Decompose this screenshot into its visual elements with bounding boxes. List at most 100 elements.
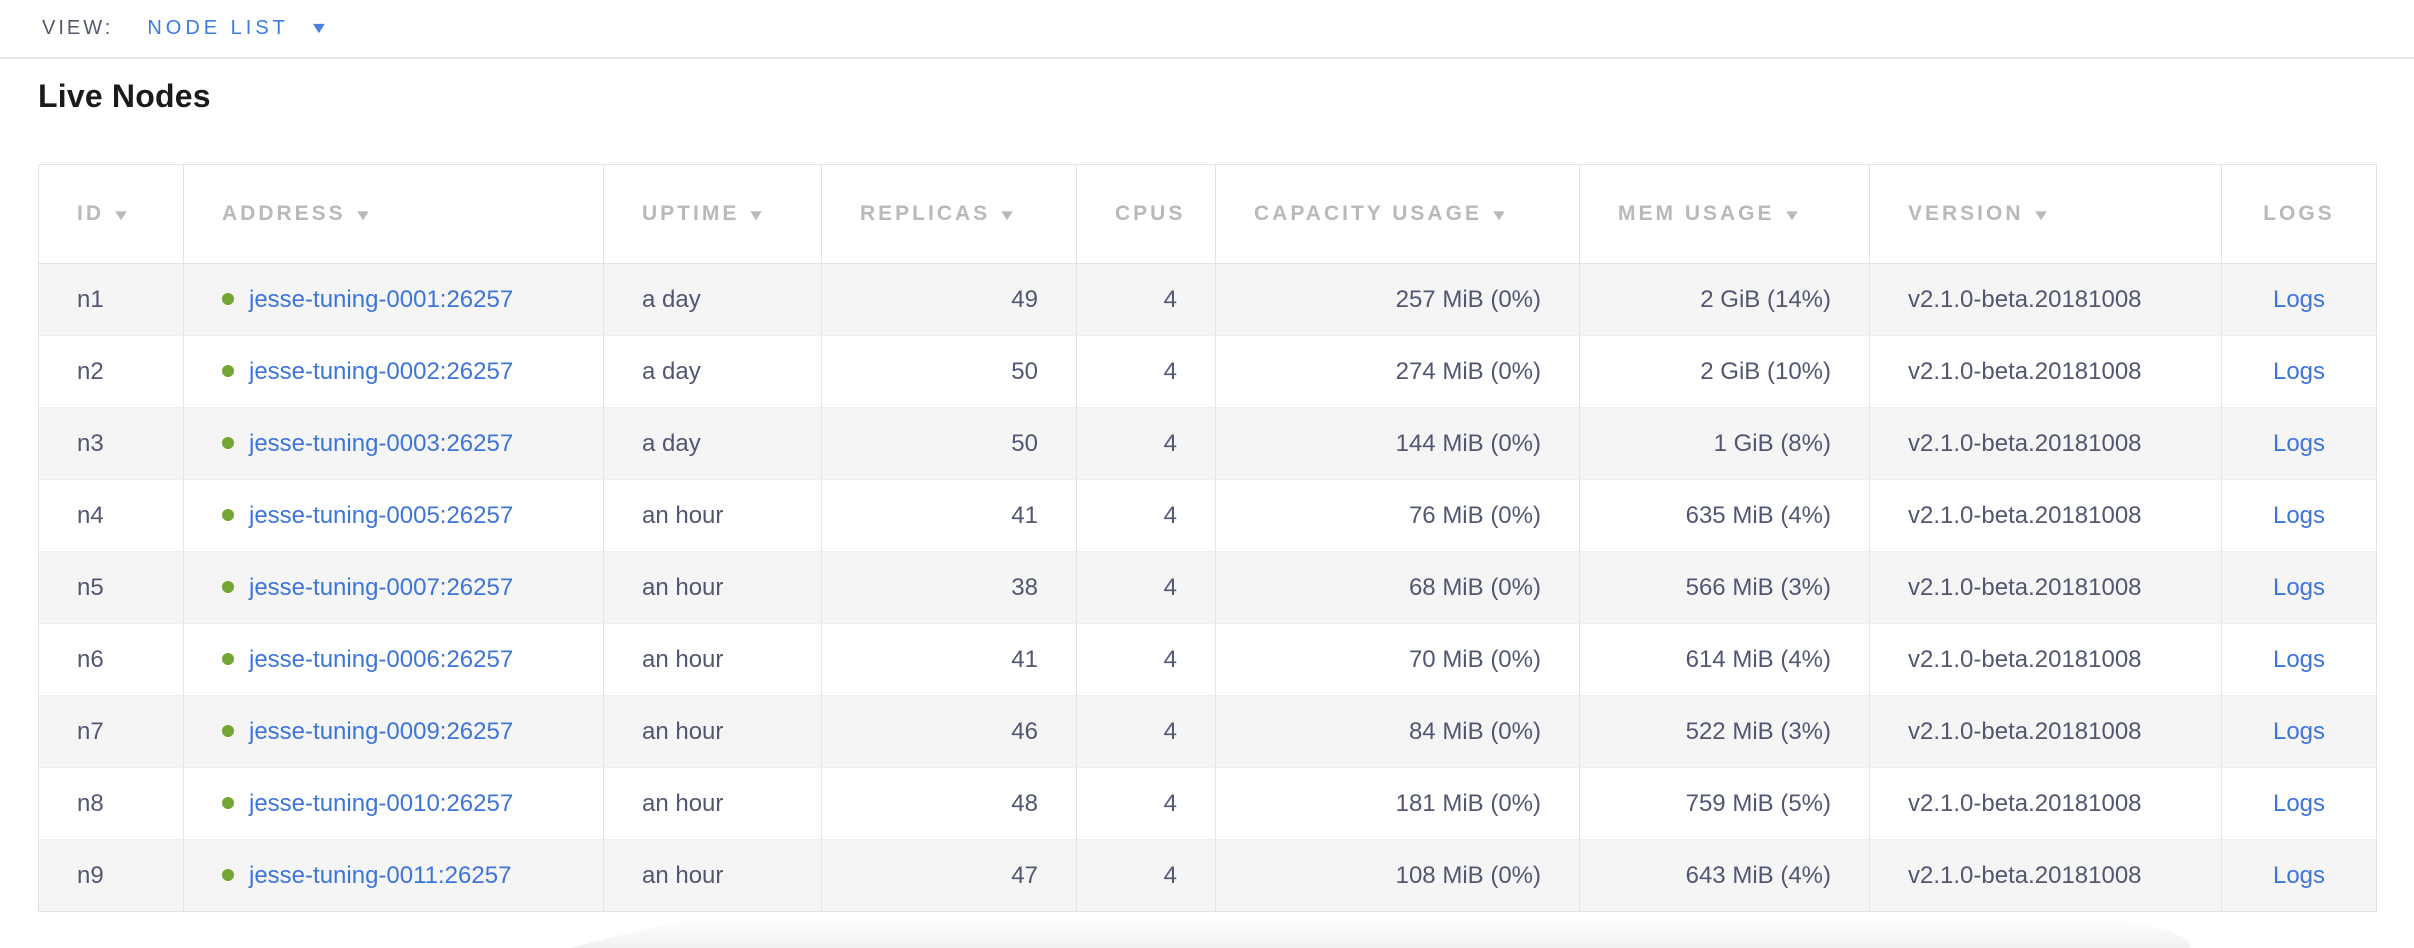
- table-row: n7 jesse-tuning-0009:26257 an hour 46 4 84 Mi…: [38, 695, 2377, 768]
- id-cell: n9: [38, 839, 184, 912]
- logs-cell: Logs: [2221, 839, 2377, 912]
- node-address-link[interactable]: jesse-tuning-0006:26257: [249, 645, 514, 673]
- uptime-cell: a day: [603, 263, 822, 336]
- node-address-link[interactable]: jesse-tuning-0001:26257: [249, 285, 514, 313]
- column-header-cpus: CPUS: [1076, 164, 1216, 264]
- logs-cell: Logs: [2221, 407, 2377, 480]
- logs-link[interactable]: Logs: [2272, 429, 2326, 457]
- replicas-cell: 41: [821, 623, 1077, 696]
- logs-cell: Logs: [2221, 767, 2377, 840]
- replicas-cell: 38: [821, 551, 1077, 624]
- mem-cell: 635 MiB (4%): [1579, 479, 1870, 552]
- table-row: n6 jesse-tuning-0006:26257 an hour 41 4 70 Mi…: [38, 623, 2377, 696]
- logs-link[interactable]: Logs: [2272, 645, 2326, 673]
- uptime-cell: an hour: [603, 839, 822, 912]
- node-address-link[interactable]: jesse-tuning-0003:26257: [249, 429, 514, 457]
- page-title: Live Nodes: [38, 78, 211, 114]
- version-cell: v2.1.0-beta.20181008: [1869, 407, 2222, 480]
- node-address-link[interactable]: jesse-tuning-0010:26257: [249, 789, 514, 817]
- column-header-address[interactable]: ADDRESS ▼: [183, 164, 604, 264]
- column-header-id[interactable]: ID ▼: [38, 164, 184, 264]
- bottom-shadow: [570, 918, 2190, 948]
- address-cell: jesse-tuning-0001:26257: [183, 263, 604, 336]
- uptime-cell: a day: [603, 335, 822, 408]
- logs-link[interactable]: Logs: [2272, 285, 2326, 313]
- replicas-cell: 50: [821, 407, 1077, 480]
- mem-cell: 759 MiB (5%): [1579, 767, 1870, 840]
- cpus-cell: 4: [1076, 767, 1216, 840]
- cpus-cell: 4: [1076, 551, 1216, 624]
- version-cell: v2.1.0-beta.20181008: [1869, 767, 2222, 840]
- node-live-status-icon: [222, 508, 234, 521]
- node-address-link[interactable]: jesse-tuning-0009:26257: [249, 717, 514, 745]
- replicas-cell: 49: [821, 263, 1077, 336]
- address-cell: jesse-tuning-0003:26257: [183, 407, 604, 480]
- column-header-label: CPUS: [1115, 202, 1186, 225]
- column-header-label: CAPACITY USAGE: [1254, 202, 1482, 225]
- node-live-status-icon: [222, 292, 234, 305]
- cpus-cell: 4: [1076, 479, 1216, 552]
- sort-caret-icon: ▼: [111, 207, 135, 224]
- node-live-status-icon: [222, 652, 234, 665]
- sort-caret-icon: ▼: [2030, 207, 2055, 224]
- node-address-link[interactable]: jesse-tuning-0011:26257: [249, 861, 512, 889]
- sort-caret-icon: ▼: [1489, 207, 1513, 224]
- column-header-label: VERSION: [1908, 202, 2024, 225]
- column-header-mem[interactable]: MEM USAGE ▼: [1579, 164, 1870, 264]
- version-cell: v2.1.0-beta.20181008: [1869, 551, 2222, 624]
- logs-link[interactable]: Logs: [2272, 861, 2326, 889]
- logs-link[interactable]: Logs: [2272, 717, 2326, 745]
- capacity-cell: 84 MiB (0%): [1215, 695, 1580, 768]
- capacity-cell: 76 MiB (0%): [1215, 479, 1580, 552]
- cpus-cell: 4: [1076, 335, 1216, 408]
- id-cell: n4: [38, 479, 184, 552]
- table-row: n9 jesse-tuning-0011:26257 an hour 47 4 108 M…: [38, 839, 2377, 912]
- table-row: n2 jesse-tuning-0002:26257 a day 50 4 274 MiB…: [38, 335, 2377, 408]
- address-cell: jesse-tuning-0006:26257: [183, 623, 604, 696]
- column-header-logs: LOGS: [2221, 164, 2377, 264]
- id-cell: n5: [38, 551, 184, 624]
- cpus-cell: 4: [1076, 623, 1216, 696]
- logs-link[interactable]: Logs: [2272, 573, 2326, 601]
- column-header-label: ID: [77, 202, 104, 225]
- version-cell: v2.1.0-beta.20181008: [1869, 839, 2222, 912]
- node-live-status-icon: [222, 580, 234, 593]
- mem-cell: 2 GiB (14%): [1579, 263, 1870, 336]
- view-bar: VIEW: NODE LIST ▼: [0, 0, 2414, 59]
- mem-cell: 643 MiB (4%): [1579, 839, 1870, 912]
- table-row: n8 jesse-tuning-0010:26257 an hour 48 4 181 M…: [38, 767, 2377, 840]
- table-row: n3 jesse-tuning-0003:26257 a day 50 4 144 MiB…: [38, 407, 2377, 480]
- column-header-uptime[interactable]: UPTIME ▼: [603, 164, 822, 264]
- view-mode-selected-value: NODE LIST: [147, 17, 289, 39]
- cpus-cell: 4: [1076, 839, 1216, 912]
- capacity-cell: 181 MiB (0%): [1215, 767, 1580, 840]
- uptime-cell: an hour: [603, 695, 822, 768]
- address-cell: jesse-tuning-0005:26257: [183, 479, 604, 552]
- capacity-cell: 70 MiB (0%): [1215, 623, 1580, 696]
- id-cell: n8: [38, 767, 184, 840]
- column-header-replicas[interactable]: REPLICAS ▼: [821, 164, 1077, 264]
- live-nodes-table: ID ▼ ADDRESS ▼ UPTIME ▼ REPLICAS ▼ CPUS CAPACITY …: [38, 164, 2377, 912]
- node-address-link[interactable]: jesse-tuning-0005:26257: [249, 501, 514, 529]
- logs-link[interactable]: Logs: [2272, 789, 2326, 817]
- mem-cell: 1 GiB (8%): [1579, 407, 1870, 480]
- cpus-cell: 4: [1076, 263, 1216, 336]
- node-address-link[interactable]: jesse-tuning-0007:26257: [249, 573, 514, 601]
- mem-cell: 2 GiB (10%): [1579, 335, 1870, 408]
- mem-cell: 522 MiB (3%): [1579, 695, 1870, 768]
- sort-caret-icon: ▼: [1781, 207, 1806, 224]
- logs-link[interactable]: Logs: [2272, 501, 2326, 529]
- view-mode-selector[interactable]: NODE LIST ▼: [147, 17, 328, 40]
- logs-link[interactable]: Logs: [2272, 357, 2326, 385]
- replicas-cell: 48: [821, 767, 1077, 840]
- live-nodes-table-container: ID ▼ ADDRESS ▼ UPTIME ▼ REPLICAS ▼ CPUS CAPACITY …: [38, 164, 2377, 912]
- sort-caret-icon: ▼: [353, 207, 377, 224]
- logs-cell: Logs: [2221, 335, 2377, 408]
- node-address-link[interactable]: jesse-tuning-0002:26257: [249, 357, 514, 385]
- column-header-version[interactable]: VERSION ▼: [1869, 164, 2222, 264]
- column-header-capacity[interactable]: CAPACITY USAGE ▼: [1215, 164, 1580, 264]
- version-cell: v2.1.0-beta.20181008: [1869, 623, 2222, 696]
- logs-cell: Logs: [2221, 623, 2377, 696]
- table-header: ID ▼ ADDRESS ▼ UPTIME ▼ REPLICAS ▼ CPUS CAPACITY …: [38, 164, 2377, 264]
- node-live-status-icon: [222, 796, 234, 809]
